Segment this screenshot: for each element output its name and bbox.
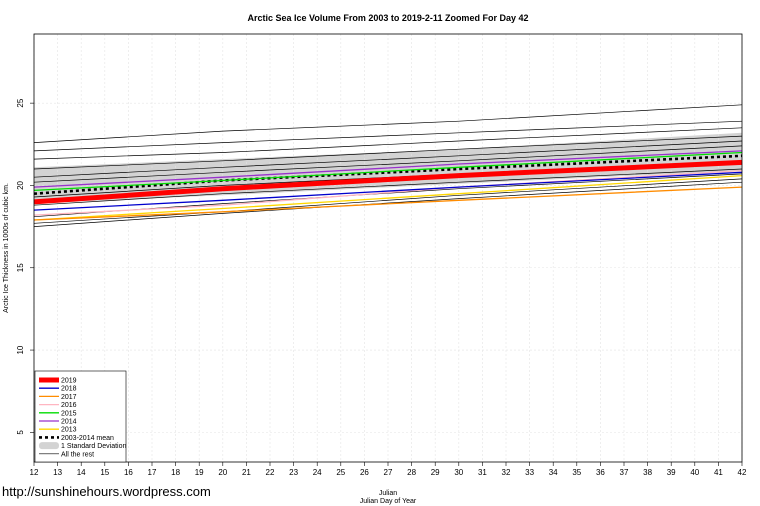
x-tick-label: 19 bbox=[195, 468, 204, 477]
x-tick-label: 39 bbox=[667, 468, 676, 477]
legend-label: 2013 bbox=[61, 427, 77, 434]
x-tick-label: 37 bbox=[620, 468, 629, 477]
legend-label: 2015 bbox=[61, 410, 77, 417]
x-axis-label-top: Julian bbox=[379, 490, 397, 497]
y-axis-label: Arctic Ice Thickness in 1000s of cubic k… bbox=[3, 183, 10, 313]
series-line-2018 bbox=[33, 171, 743, 211]
y-tick-label: 15 bbox=[16, 263, 25, 272]
x-tick-label: 23 bbox=[289, 468, 298, 477]
other-year-line bbox=[33, 120, 743, 152]
x-tick-label: 16 bbox=[124, 468, 133, 477]
x-tick-label: 42 bbox=[738, 468, 747, 477]
x-tick-label: 40 bbox=[690, 468, 699, 477]
y-tick-label: 5 bbox=[16, 430, 25, 435]
x-tick-label: 12 bbox=[30, 468, 39, 477]
x-tick-label: 27 bbox=[384, 468, 393, 477]
x-tick-label: 26 bbox=[360, 468, 369, 477]
x-tick-label: 22 bbox=[266, 468, 275, 477]
x-tick-label: 13 bbox=[53, 468, 62, 477]
x-tick-label: 31 bbox=[478, 468, 487, 477]
other-year-line bbox=[33, 104, 743, 143]
x-tick-label: 34 bbox=[549, 468, 558, 477]
x-tick-label: 33 bbox=[525, 468, 534, 477]
chart-title: Arctic Sea Ice Volume From 2003 to 2019-… bbox=[248, 13, 529, 23]
x-tick-label: 38 bbox=[643, 468, 652, 477]
grid-layer bbox=[33, 34, 743, 462]
legend-label: 2018 bbox=[61, 386, 77, 393]
x-tick-label: 24 bbox=[313, 468, 322, 477]
x-tick-label: 25 bbox=[336, 468, 345, 477]
series-line-2016 bbox=[33, 169, 743, 216]
x-tick-label: 18 bbox=[171, 468, 180, 477]
other-year-line bbox=[33, 178, 743, 224]
series-line-2017 bbox=[33, 186, 743, 221]
series-line-2013 bbox=[33, 174, 743, 221]
y-tick-label: 10 bbox=[16, 345, 25, 354]
x-tick-label: 20 bbox=[218, 468, 227, 477]
other-year-line bbox=[33, 145, 743, 183]
x-tick-label: 36 bbox=[596, 468, 605, 477]
series-line-2003-2014-mean bbox=[33, 154, 743, 195]
x-tick-label: 17 bbox=[148, 468, 157, 477]
y-tick-label: 25 bbox=[16, 98, 25, 107]
other-year-line bbox=[33, 140, 743, 178]
x-axis-label: Julian Day of Year bbox=[360, 498, 417, 505]
legend-label: 2019 bbox=[61, 378, 77, 385]
legend-label: 2014 bbox=[61, 419, 77, 426]
x-tick-label: 15 bbox=[100, 468, 109, 477]
legend-label: 2016 bbox=[61, 402, 77, 409]
y-tick-label: 20 bbox=[16, 180, 25, 189]
other-year-line bbox=[33, 135, 743, 170]
legend-label: 2017 bbox=[61, 394, 77, 401]
y-axis: 5 10 15 20 25 bbox=[16, 98, 34, 435]
x-tick-label: 41 bbox=[714, 468, 723, 477]
x-tick-label: 28 bbox=[407, 468, 416, 477]
series-layer bbox=[33, 150, 743, 221]
x-tick-label: 21 bbox=[242, 468, 251, 477]
legend-label: All the rest bbox=[61, 451, 94, 458]
legend-label: 1 Standard Deviation bbox=[61, 443, 126, 450]
x-tick-label: 14 bbox=[77, 468, 86, 477]
series-line-2015 bbox=[33, 151, 743, 192]
legend-swatch bbox=[39, 442, 59, 450]
x-axis: 12 13 14 15 16 17 18 19 20 21 22 23 24 25 26 27 28 29 30 31… bbox=[30, 462, 747, 477]
x-tick-label: 35 bbox=[572, 468, 581, 477]
watermark-url: http://sunshinehours.wordpress.com bbox=[2, 484, 211, 499]
series-line-2019 bbox=[33, 159, 743, 205]
series-line-2014 bbox=[33, 150, 743, 188]
other-year-line bbox=[33, 127, 743, 160]
x-tick-label: 29 bbox=[431, 468, 440, 477]
legend-label: 2003-2014 mean bbox=[61, 435, 114, 442]
x-tick-label: 32 bbox=[502, 468, 511, 477]
other-year-line bbox=[33, 168, 743, 206]
x-tick-label: 30 bbox=[454, 468, 463, 477]
